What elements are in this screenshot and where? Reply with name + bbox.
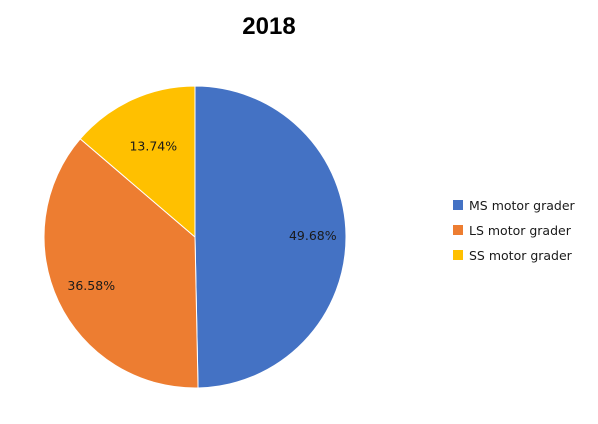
data-label-1: 36.58% [67, 278, 115, 293]
legend: MS motor grader LS motor grader SS motor g… [453, 198, 576, 263]
legend-label-1: LS motor grader [469, 223, 572, 238]
legend-swatch-1 [453, 225, 463, 235]
pie-slice-0 [194, 85, 347, 389]
chart-title: 2018 [242, 13, 295, 40]
pie-slices [43, 85, 347, 389]
legend-label-2: SS motor grader [469, 248, 573, 263]
legend-label-0: MS motor grader [469, 198, 576, 213]
data-label-0: 49.68% [289, 228, 337, 243]
data-label-2: 13.74% [129, 138, 177, 153]
legend-swatch-2 [453, 250, 463, 260]
pie-data-labels: 49.68% 36.58% 13.74% [67, 138, 336, 293]
pie-slice-1 [43, 138, 199, 389]
legend-swatch-0 [453, 200, 463, 210]
pie-slice-2 [79, 85, 196, 239]
